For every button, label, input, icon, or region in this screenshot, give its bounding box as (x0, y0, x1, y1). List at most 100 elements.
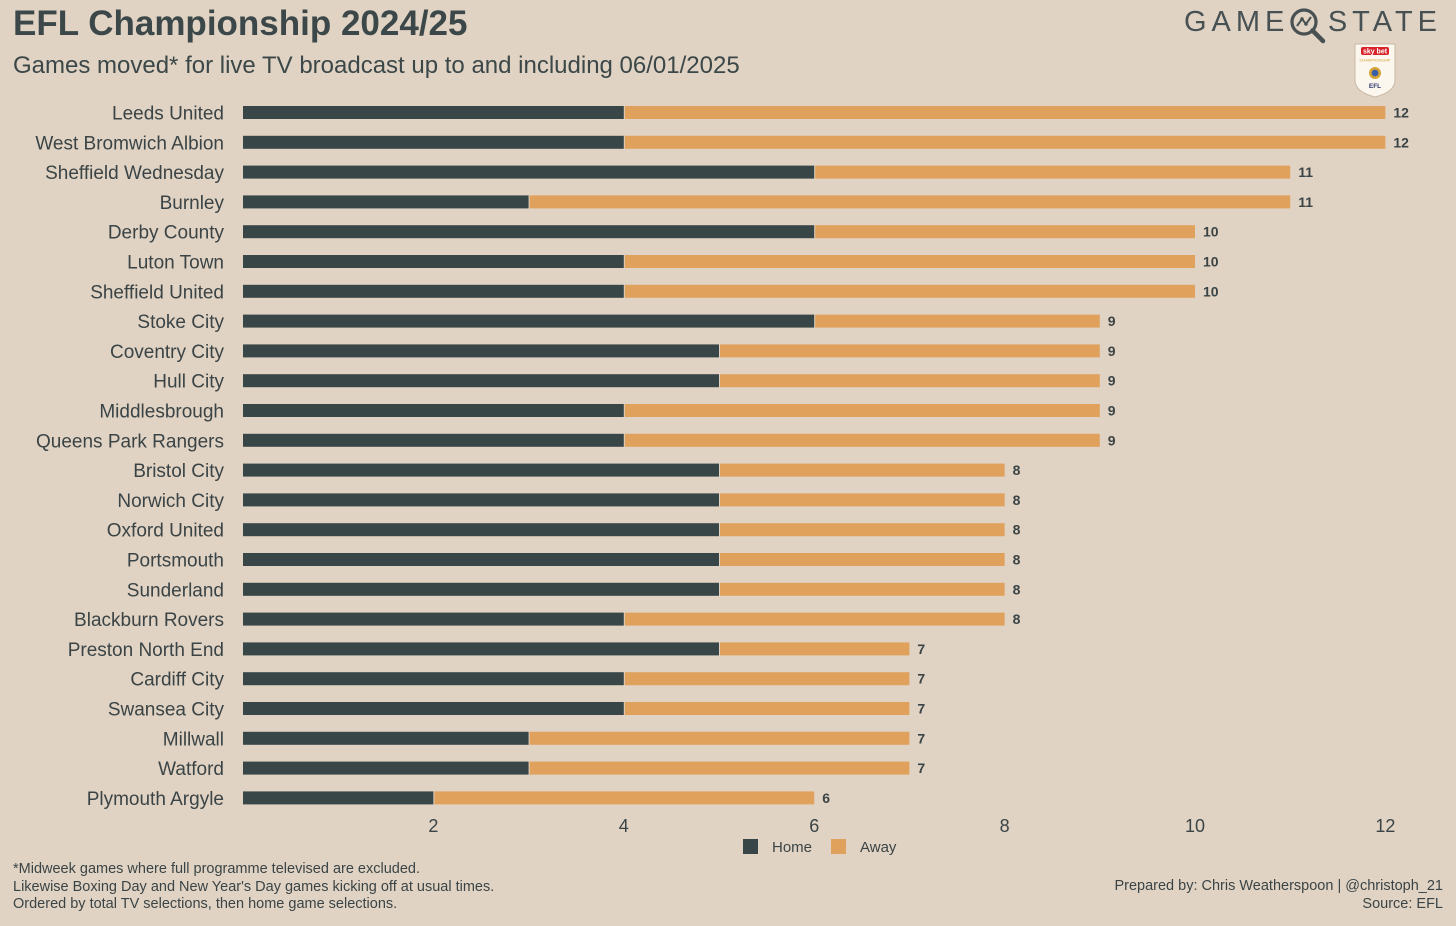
bar-home (243, 165, 815, 179)
x-tick-label: 6 (809, 816, 819, 836)
footnote-line-3: Ordered by total TV selections, then hom… (13, 896, 398, 912)
bar-home (243, 255, 624, 268)
legend-label-away: Away (860, 839, 897, 856)
bar-home (243, 284, 624, 298)
game-state-logo: GAME STATE (1184, 6, 1442, 44)
bar-away (720, 463, 1005, 477)
team-label: Cardiff City (130, 670, 224, 691)
bar-home (243, 135, 624, 149)
value-label: 11 (1298, 164, 1313, 180)
bar-home (243, 642, 719, 656)
badge-top-text: sky bet (1363, 49, 1388, 56)
bar-home (243, 463, 719, 477)
bar-home (243, 493, 719, 507)
team-label: Luton Town (127, 253, 224, 274)
team-label: Oxford United (107, 521, 224, 542)
value-label: 12 (1393, 134, 1409, 150)
team-label: Blackburn Rovers (74, 610, 224, 631)
magnifier-icon (1290, 8, 1326, 44)
value-label: 11 (1298, 194, 1313, 210)
brand-word-state: STATE (1327, 6, 1442, 38)
team-label: Watford (158, 759, 224, 780)
brand-word-game: GAME (1184, 6, 1290, 38)
team-label: Sheffield Wednesday (45, 163, 224, 184)
bar-away (624, 672, 910, 686)
value-labels-layer: 12 12 11 11 10 10 10 9 9 9 9 9 8 8 8 8 8 8 7 7 7 7 7 6 (822, 105, 1409, 806)
value-label: 7 (917, 641, 925, 657)
bar-home (243, 523, 719, 537)
team-label: Burnley (160, 193, 225, 214)
team-label: Derby County (108, 223, 225, 244)
bar-home (243, 761, 529, 775)
x-tick-label: 10 (1185, 816, 1205, 836)
bar-away (815, 165, 1291, 179)
footnote-line-1: *Midweek games where full programme tele… (13, 861, 420, 877)
value-label: 8 (1013, 611, 1021, 627)
team-label: Norwich City (117, 491, 224, 512)
bar-away (720, 642, 910, 656)
bar-away (720, 344, 1100, 358)
bar-away (815, 225, 1195, 239)
credits: Prepared by: Chris Weatherspoon | @chris… (1114, 878, 1443, 913)
bar-home (243, 791, 434, 805)
x-tick-label: 12 (1375, 816, 1395, 836)
team-label: Stoke City (137, 312, 224, 333)
badge-mid-text: CHAMPIONSHIP (1360, 58, 1391, 63)
chart-subtitle: Games moved* for live TV broadcast up to… (13, 52, 740, 79)
credit-line: Prepared by: Chris Weatherspoon | @chris… (1114, 878, 1443, 894)
bar-away (529, 761, 910, 775)
team-label: Preston North End (68, 640, 224, 661)
team-label: Portsmouth (127, 551, 224, 572)
bar-home (243, 195, 529, 209)
team-label: Leeds United (112, 104, 224, 125)
team-labels-layer: Leeds United West Bromwich Albion Sheffiel… (35, 104, 224, 810)
team-label: Coventry City (110, 342, 225, 363)
bar-home (243, 314, 815, 328)
team-label: Middlesbrough (99, 402, 224, 423)
value-label: 8 (1013, 522, 1021, 538)
bar-away (624, 404, 1100, 417)
bar-home (243, 672, 624, 686)
bar-away (624, 255, 1195, 268)
bar-away (624, 284, 1195, 298)
value-label: 9 (1108, 432, 1116, 448)
value-label: 8 (1013, 492, 1021, 508)
bar-away (720, 553, 1005, 566)
bar-home (243, 404, 624, 417)
bar-away (624, 135, 1386, 149)
bar-away (720, 493, 1005, 507)
value-label: 9 (1108, 313, 1116, 329)
value-label: 9 (1108, 403, 1116, 419)
value-label: 10 (1203, 224, 1219, 240)
bar-home (243, 374, 719, 388)
team-label: West Bromwich Albion (35, 133, 224, 154)
x-tick-label: 8 (1000, 816, 1010, 836)
legend-label-home: Home (772, 839, 812, 856)
bar-away (624, 106, 1386, 119)
badge-bottom-text: EFL (1369, 83, 1381, 90)
team-label: Queens Park Rangers (36, 431, 224, 452)
team-label: Plymouth Argyle (87, 789, 224, 810)
value-label: 10 (1203, 254, 1219, 270)
footnote-line-2: Likewise Boxing Day and New Year's Day g… (13, 878, 495, 895)
bars-layer (243, 106, 1386, 805)
team-label: Millwall (163, 729, 224, 750)
value-label: 9 (1108, 373, 1116, 389)
bar-away (624, 612, 1005, 626)
bar-away (720, 374, 1100, 388)
value-label: 10 (1203, 283, 1219, 299)
efl-championship-badge: sky bet CHAMPIONSHIP EFL (1354, 43, 1396, 98)
chart-title: EFL Championship 2024/25 (13, 4, 468, 43)
bar-home (243, 106, 624, 119)
bar-home (243, 612, 624, 626)
bar-home (243, 225, 815, 239)
team-label: Swansea City (108, 700, 225, 721)
value-label: 8 (1013, 552, 1021, 568)
bar-home (243, 582, 719, 596)
bar-away (624, 702, 910, 715)
bar-away (529, 195, 1291, 209)
bar-away (720, 582, 1005, 596)
bar-home (243, 344, 719, 358)
team-label: Hull City (153, 372, 224, 393)
footnote: *Midweek games where full programme tele… (13, 861, 494, 914)
